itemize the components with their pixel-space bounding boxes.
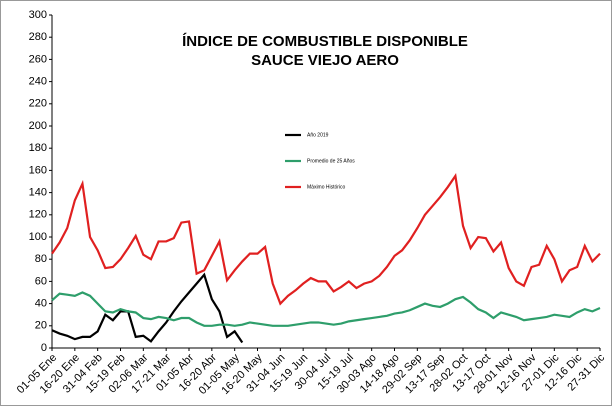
- y-tick-label: 220: [29, 98, 47, 110]
- legend-label: Máximo Histórico: [307, 184, 346, 190]
- series-line: [51, 173, 601, 306]
- y-tick-label: 140: [29, 187, 47, 199]
- y-tick-label: 260: [29, 53, 47, 65]
- y-tick-label: 120: [29, 209, 47, 221]
- legend-label: Promedio de 25 Años: [307, 158, 355, 164]
- y-tick-label: 240: [29, 76, 47, 88]
- y-tick-label: 280: [29, 31, 47, 43]
- y-tick-label: 80: [35, 253, 47, 265]
- chart-subtitle: SAUCE VIEJO AERO: [251, 52, 399, 69]
- series-line: [51, 272, 244, 344]
- y-tick-label: 300: [29, 9, 47, 21]
- y-tick-label: 100: [29, 231, 47, 243]
- legend-label: Año 2019: [307, 132, 329, 138]
- y-tick-label: 20: [35, 320, 47, 332]
- chart-title: ÍNDICE DE COMBUSTIBLE DISPONIBLE: [182, 33, 468, 50]
- y-tick-label: 0: [41, 342, 47, 354]
- series-line: [51, 291, 601, 327]
- y-tick-label: 200: [29, 120, 47, 132]
- y-tick-label: 160: [29, 164, 47, 176]
- y-tick-label: 60: [35, 275, 47, 287]
- y-tick-label: 180: [29, 142, 47, 154]
- y-tick-label: 40: [35, 298, 47, 310]
